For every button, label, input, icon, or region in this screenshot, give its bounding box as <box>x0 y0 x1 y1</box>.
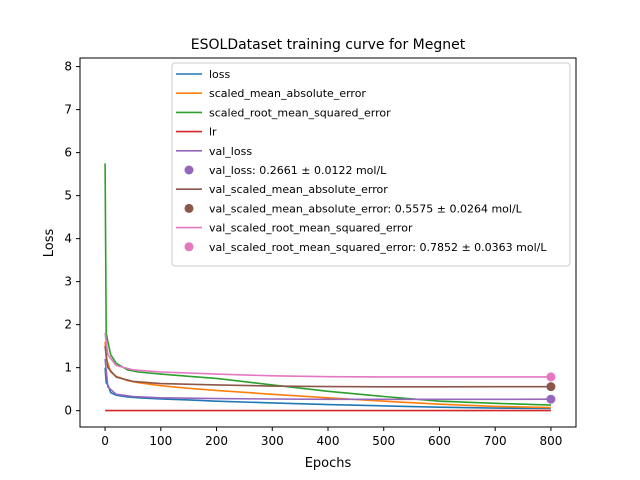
legend-label-9: val_scaled_root_mean_squared_error: 0.78… <box>209 241 547 254</box>
y-tick-label: 7 <box>64 103 72 117</box>
y-tick-label: 5 <box>64 189 72 203</box>
series-point-5 <box>546 394 556 404</box>
y-tick-label: 8 <box>64 60 72 74</box>
x-tick-label: 100 <box>149 434 172 448</box>
legend: loss scaled_mean_absolute_error scaled_roo… <box>171 62 571 267</box>
chart-title: ESOLDataset training curve for Megnet <box>191 37 466 53</box>
y-tick-label: 6 <box>64 146 72 160</box>
plot-area <box>104 163 556 412</box>
legend-label-1: scaled_mean_absolute_error <box>209 87 366 100</box>
legend-label-8: val_scaled_root_mean_squared_error <box>209 222 413 235</box>
legend-label-7: val_scaled_mean_absolute_error: 0.5575 ±… <box>209 202 523 215</box>
series-point-9 <box>546 372 556 382</box>
legend-label-6: val_scaled_mean_absolute_error <box>209 183 388 196</box>
y-tick-label: 3 <box>64 275 72 289</box>
x-tick-label: 800 <box>539 434 562 448</box>
legend-swatch-5 <box>184 165 194 175</box>
y-tick-label: 2 <box>64 318 72 332</box>
legend-swatch-7 <box>184 203 194 213</box>
x-axis-label: Epochs <box>305 456 352 471</box>
legend-box <box>171 62 571 267</box>
x-tick-label: 600 <box>428 434 451 448</box>
x-tick-label: 200 <box>205 434 228 448</box>
legend-label-2: scaled_root_mean_squared_error <box>209 106 391 119</box>
legend-swatch-9 <box>184 242 194 252</box>
x-tick-label: 700 <box>484 434 507 448</box>
series-point-7 <box>546 382 556 392</box>
series-line-4 <box>104 358 551 401</box>
y-tick-label: 4 <box>64 232 72 246</box>
legend-label-0: loss <box>209 68 231 81</box>
x-tick-label: 400 <box>317 434 340 448</box>
x-tick-label: 300 <box>261 434 284 448</box>
legend-label-4: val_loss <box>209 145 252 158</box>
series-line-6 <box>104 345 551 388</box>
x-tick-label: 500 <box>372 434 395 448</box>
y-axis: 0 1 2 3 4 5 6 7 8 <box>64 60 80 418</box>
y-tick-label: 1 <box>64 361 72 375</box>
y-tick-label: 0 <box>64 404 72 418</box>
x-axis: 0 100 200 300 400 500 600 700 800 <box>101 427 562 448</box>
legend-label-3: lr <box>209 126 217 139</box>
series-line-8 <box>104 333 551 378</box>
legend-label-5: val_loss: 0.2661 ± 0.0122 mol/L <box>209 164 387 177</box>
y-axis-label: Loss <box>42 229 57 258</box>
x-tick-label: 0 <box>101 434 109 448</box>
series-line-1 <box>104 341 551 409</box>
